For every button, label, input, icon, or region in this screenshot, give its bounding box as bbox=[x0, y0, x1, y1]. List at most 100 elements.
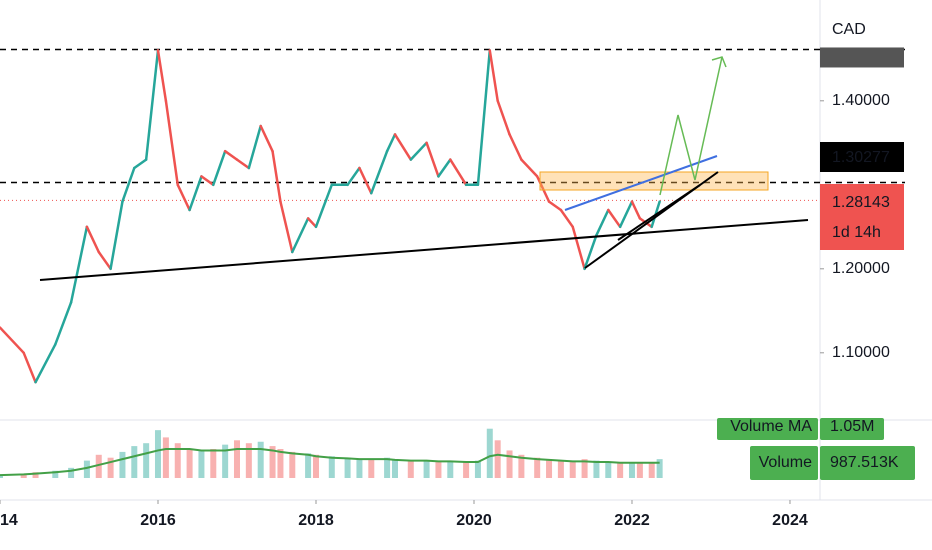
price-segment bbox=[314, 183, 334, 229]
volume-bar bbox=[628, 462, 635, 478]
volume-bar bbox=[384, 457, 391, 478]
price-segment bbox=[638, 217, 653, 229]
price-segment bbox=[259, 124, 274, 153]
last-price-box bbox=[820, 184, 904, 250]
volume-bar bbox=[174, 443, 181, 478]
volume-legend-box bbox=[717, 418, 818, 440]
volume-bar bbox=[119, 451, 126, 478]
price-segment bbox=[0, 326, 25, 355]
price-segment bbox=[69, 225, 89, 304]
price-segment bbox=[409, 141, 428, 161]
price-segment bbox=[571, 225, 586, 271]
volume-bar bbox=[257, 441, 264, 478]
volume-bar bbox=[648, 463, 655, 478]
x-tick-label: 2014 bbox=[0, 512, 18, 529]
price-segment bbox=[133, 158, 148, 170]
price-segment bbox=[109, 200, 124, 271]
volume-bar bbox=[222, 444, 229, 478]
volume-legend-box bbox=[820, 418, 884, 440]
volume-bar bbox=[162, 437, 169, 478]
y-tick-label: 1.40000 bbox=[832, 92, 890, 109]
price-segment bbox=[212, 149, 227, 187]
projection-arrow bbox=[659, 56, 723, 196]
price-segment bbox=[247, 124, 262, 170]
marks bbox=[0, 48, 905, 478]
volume-bar bbox=[52, 470, 59, 478]
volume-bar bbox=[83, 460, 90, 478]
volume-bar bbox=[546, 459, 553, 478]
countdown-label: 1d 14h bbox=[832, 224, 881, 241]
volume-bar bbox=[131, 446, 138, 478]
volume-bar bbox=[312, 454, 319, 478]
price-segment bbox=[97, 250, 112, 271]
price-segment bbox=[449, 158, 468, 187]
volume-bar bbox=[20, 473, 27, 478]
volume-bar bbox=[277, 449, 284, 478]
volume-bar bbox=[506, 450, 513, 478]
volume-bar bbox=[198, 450, 205, 478]
price-segment bbox=[144, 49, 160, 161]
price-segment bbox=[279, 200, 294, 254]
volume-bar bbox=[0, 475, 3, 478]
rising-trendline-2 bbox=[617, 184, 701, 241]
price-segment bbox=[630, 200, 642, 220]
price-segment bbox=[34, 343, 57, 384]
volume-bar bbox=[368, 459, 375, 478]
volume-bar bbox=[656, 459, 663, 478]
volume-bar bbox=[474, 460, 481, 478]
price-segment bbox=[156, 49, 168, 103]
price-segment bbox=[271, 149, 282, 203]
price-segment bbox=[188, 175, 203, 212]
price-segment bbox=[618, 200, 634, 229]
axis-labels: 1.10000 1.20000 1.40000 2014 2016 2018 2020 202… bbox=[0, 47, 915, 529]
price-segment bbox=[535, 175, 551, 203]
price-segment bbox=[595, 208, 610, 237]
price-segment bbox=[358, 166, 373, 195]
volume-bar bbox=[391, 459, 398, 478]
volume-bar bbox=[569, 462, 576, 478]
price-segment bbox=[164, 99, 179, 187]
price-segment bbox=[121, 166, 136, 203]
price-segment bbox=[54, 301, 73, 346]
volume-bar bbox=[636, 463, 643, 478]
price-segment bbox=[425, 141, 440, 178]
price-segment bbox=[547, 200, 563, 212]
price-segment bbox=[176, 183, 191, 212]
volume-legend-box bbox=[820, 446, 915, 480]
volume-bar bbox=[581, 459, 588, 478]
volume-bar bbox=[210, 449, 217, 478]
volume-bar bbox=[435, 462, 442, 478]
last-price-label: 1.28143 bbox=[832, 194, 890, 211]
volume-bar bbox=[32, 472, 39, 478]
price-segment bbox=[85, 225, 100, 254]
level-label-box bbox=[820, 47, 904, 68]
volume-bar bbox=[154, 430, 161, 478]
price-segment bbox=[607, 208, 622, 229]
volume-bar bbox=[186, 449, 193, 478]
price-segment bbox=[476, 49, 492, 187]
volume-bar bbox=[593, 460, 600, 478]
price-segment bbox=[393, 133, 413, 161]
volume-bar bbox=[486, 428, 493, 478]
volume-bar bbox=[605, 462, 612, 478]
volume-legend-box bbox=[750, 446, 818, 480]
volume-legend-name: Volume bbox=[759, 454, 812, 471]
price-segment bbox=[22, 351, 37, 384]
volume-bar bbox=[423, 460, 430, 478]
currency-label: CAD bbox=[832, 21, 866, 38]
price-segment bbox=[291, 217, 310, 254]
volume-bar bbox=[557, 460, 564, 478]
volume-bar bbox=[289, 451, 296, 478]
price-segment bbox=[520, 158, 539, 178]
x-tick-label: 2022 bbox=[614, 512, 650, 529]
price-segment bbox=[200, 175, 215, 187]
volume-bar bbox=[356, 459, 363, 478]
price-segment bbox=[508, 133, 523, 161]
x-tick-label: 2024 bbox=[772, 512, 808, 529]
volume-bar bbox=[534, 457, 541, 478]
volume-bar bbox=[143, 443, 150, 478]
volume-bar bbox=[233, 440, 240, 478]
volume-legend-value: 1.05M bbox=[830, 418, 874, 435]
y-tick-label: 1.20000 bbox=[832, 260, 890, 277]
